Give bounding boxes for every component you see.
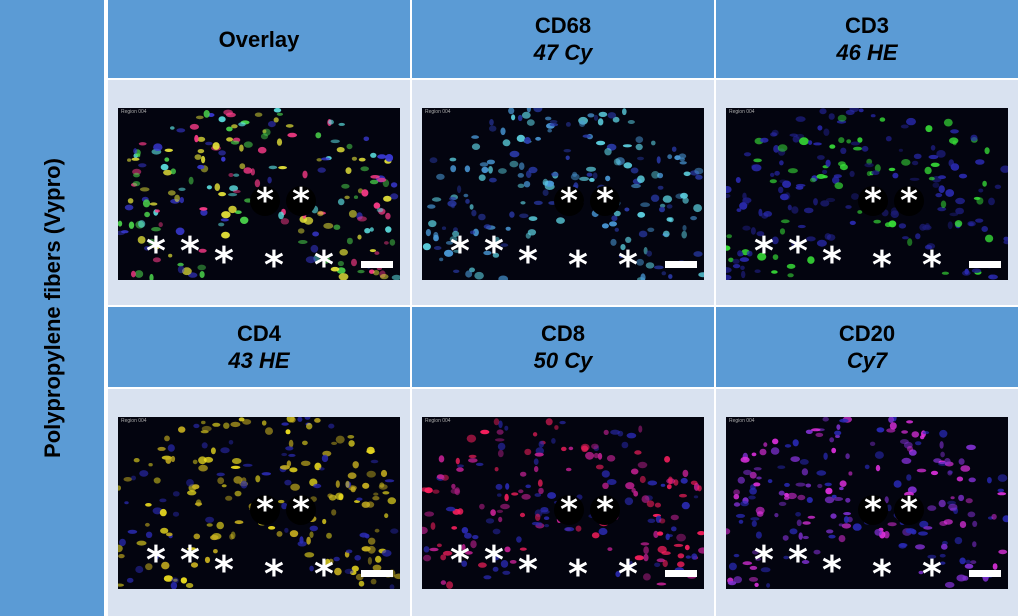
panel-cell: Region 004 * * * * * * * [108, 80, 410, 305]
fiber-marker: * [484, 229, 504, 273]
panel-title: CD4 [236, 321, 281, 346]
panel-subtitle: 46 HE [836, 40, 898, 65]
fiber-marker: * [858, 493, 888, 527]
fiber-marker: * [554, 493, 584, 527]
fiber-marker: * [894, 493, 924, 527]
region-label: Region 004 [121, 109, 147, 115]
fiber-marker: * [518, 239, 538, 280]
panel-cell: Region 004 * * * * * * * [716, 389, 1018, 616]
fiber-marker: * [286, 184, 316, 218]
panel-title: CD68 [534, 13, 592, 38]
panel-grid: Overlay Region 004 * * * * * * * CD68 47 Cy Region … [106, 0, 1020, 616]
panel-header-overlay: Overlay [108, 0, 410, 78]
region-label: Region 004 [729, 109, 755, 115]
fiber-marker: * [450, 538, 470, 582]
panel-header-cd3: CD3 46 HE [716, 0, 1018, 78]
scale-bar [361, 570, 393, 577]
panel-title: CD3 [844, 13, 889, 38]
panel-title: CD8 [540, 321, 585, 346]
panel-title: Overlay [218, 26, 300, 52]
fiber-marker: * [872, 552, 892, 589]
fiber-marker: * [484, 538, 504, 582]
fiber-marker: * [264, 243, 284, 280]
fiber-marker: * [214, 239, 234, 280]
scale-bar [665, 570, 697, 577]
fiber-marker: * [180, 229, 200, 273]
fiber-marker: * [788, 538, 808, 582]
fiber-marker: * [250, 493, 280, 527]
panel-cell: Region 004 * * * * * * * [412, 80, 714, 305]
fiber-marker: * [872, 243, 892, 280]
panel-subtitle: 47 Cy [533, 40, 593, 65]
panel-cell: Region 004 * * * * * * * [412, 389, 714, 616]
fiber-marker: * [922, 243, 942, 280]
panel-header-cd20: CD20 Cy7 [716, 307, 1018, 387]
scale-bar [969, 570, 1001, 577]
fiber-marker: * [568, 552, 588, 589]
fiber-marker: * [264, 552, 284, 589]
row-label: Polypropylene fibers (Vypro) [40, 158, 65, 458]
fiber-marker: * [822, 239, 842, 280]
panel-cell: Region 004 * * * * * * * [716, 80, 1018, 305]
panel-cell: Region 004 * * * * * * * [108, 389, 410, 616]
panel-header-cd68: CD68 47 Cy [412, 0, 714, 78]
panel-subtitle: 43 HE [228, 348, 290, 373]
fiber-marker: * [788, 229, 808, 273]
fiber-marker: * [286, 493, 316, 527]
fiber-marker: * [822, 548, 842, 589]
fiber-marker: * [922, 552, 942, 589]
region-label: Region 004 [425, 418, 451, 424]
microscopy-image: Region 004 * * * * * * * [118, 417, 400, 589]
fiber-marker: * [618, 552, 638, 589]
fiber-marker: * [754, 538, 774, 582]
fiber-marker: * [450, 229, 470, 273]
fiber-marker: * [754, 229, 774, 273]
fiber-marker: * [146, 229, 166, 273]
microscopy-image: Region 004 * * * * * * * [118, 108, 400, 280]
region-label: Region 004 [729, 418, 755, 424]
scale-bar [665, 261, 697, 268]
fiber-marker: * [568, 243, 588, 280]
fiber-marker: * [590, 184, 620, 218]
panel-title: CD20 [838, 321, 896, 346]
fiber-marker: * [858, 184, 888, 218]
region-label: Region 004 [121, 418, 147, 424]
scale-bar [969, 261, 1001, 268]
fiber-marker: * [146, 538, 166, 582]
microscopy-image: Region 004 * * * * * * * [726, 108, 1008, 280]
microscopy-image: Region 004 * * * * * * * [422, 417, 704, 589]
panel-subtitle: 50 Cy [533, 348, 593, 373]
region-label: Region 004 [425, 109, 451, 115]
panel-header-cd4: CD4 43 HE [108, 307, 410, 387]
fiber-marker: * [214, 548, 234, 589]
panel-subtitle: Cy7 [846, 348, 888, 373]
fiber-marker: * [554, 184, 584, 218]
fiber-marker: * [894, 184, 924, 218]
fiber-marker: * [250, 184, 280, 218]
fiber-marker: * [314, 243, 334, 280]
fiber-marker: * [180, 538, 200, 582]
fiber-marker: * [590, 493, 620, 527]
microscopy-image: Region 004 * * * * * * * [422, 108, 704, 280]
scale-bar [361, 261, 393, 268]
row-label-panel: Polypropylene fibers (Vypro) [0, 0, 106, 616]
fiber-marker: * [518, 548, 538, 589]
microscopy-image: Region 004 * * * * * * * [726, 417, 1008, 589]
fiber-marker: * [618, 243, 638, 280]
panel-header-cd8: CD8 50 Cy [412, 307, 714, 387]
fiber-marker: * [314, 552, 334, 589]
